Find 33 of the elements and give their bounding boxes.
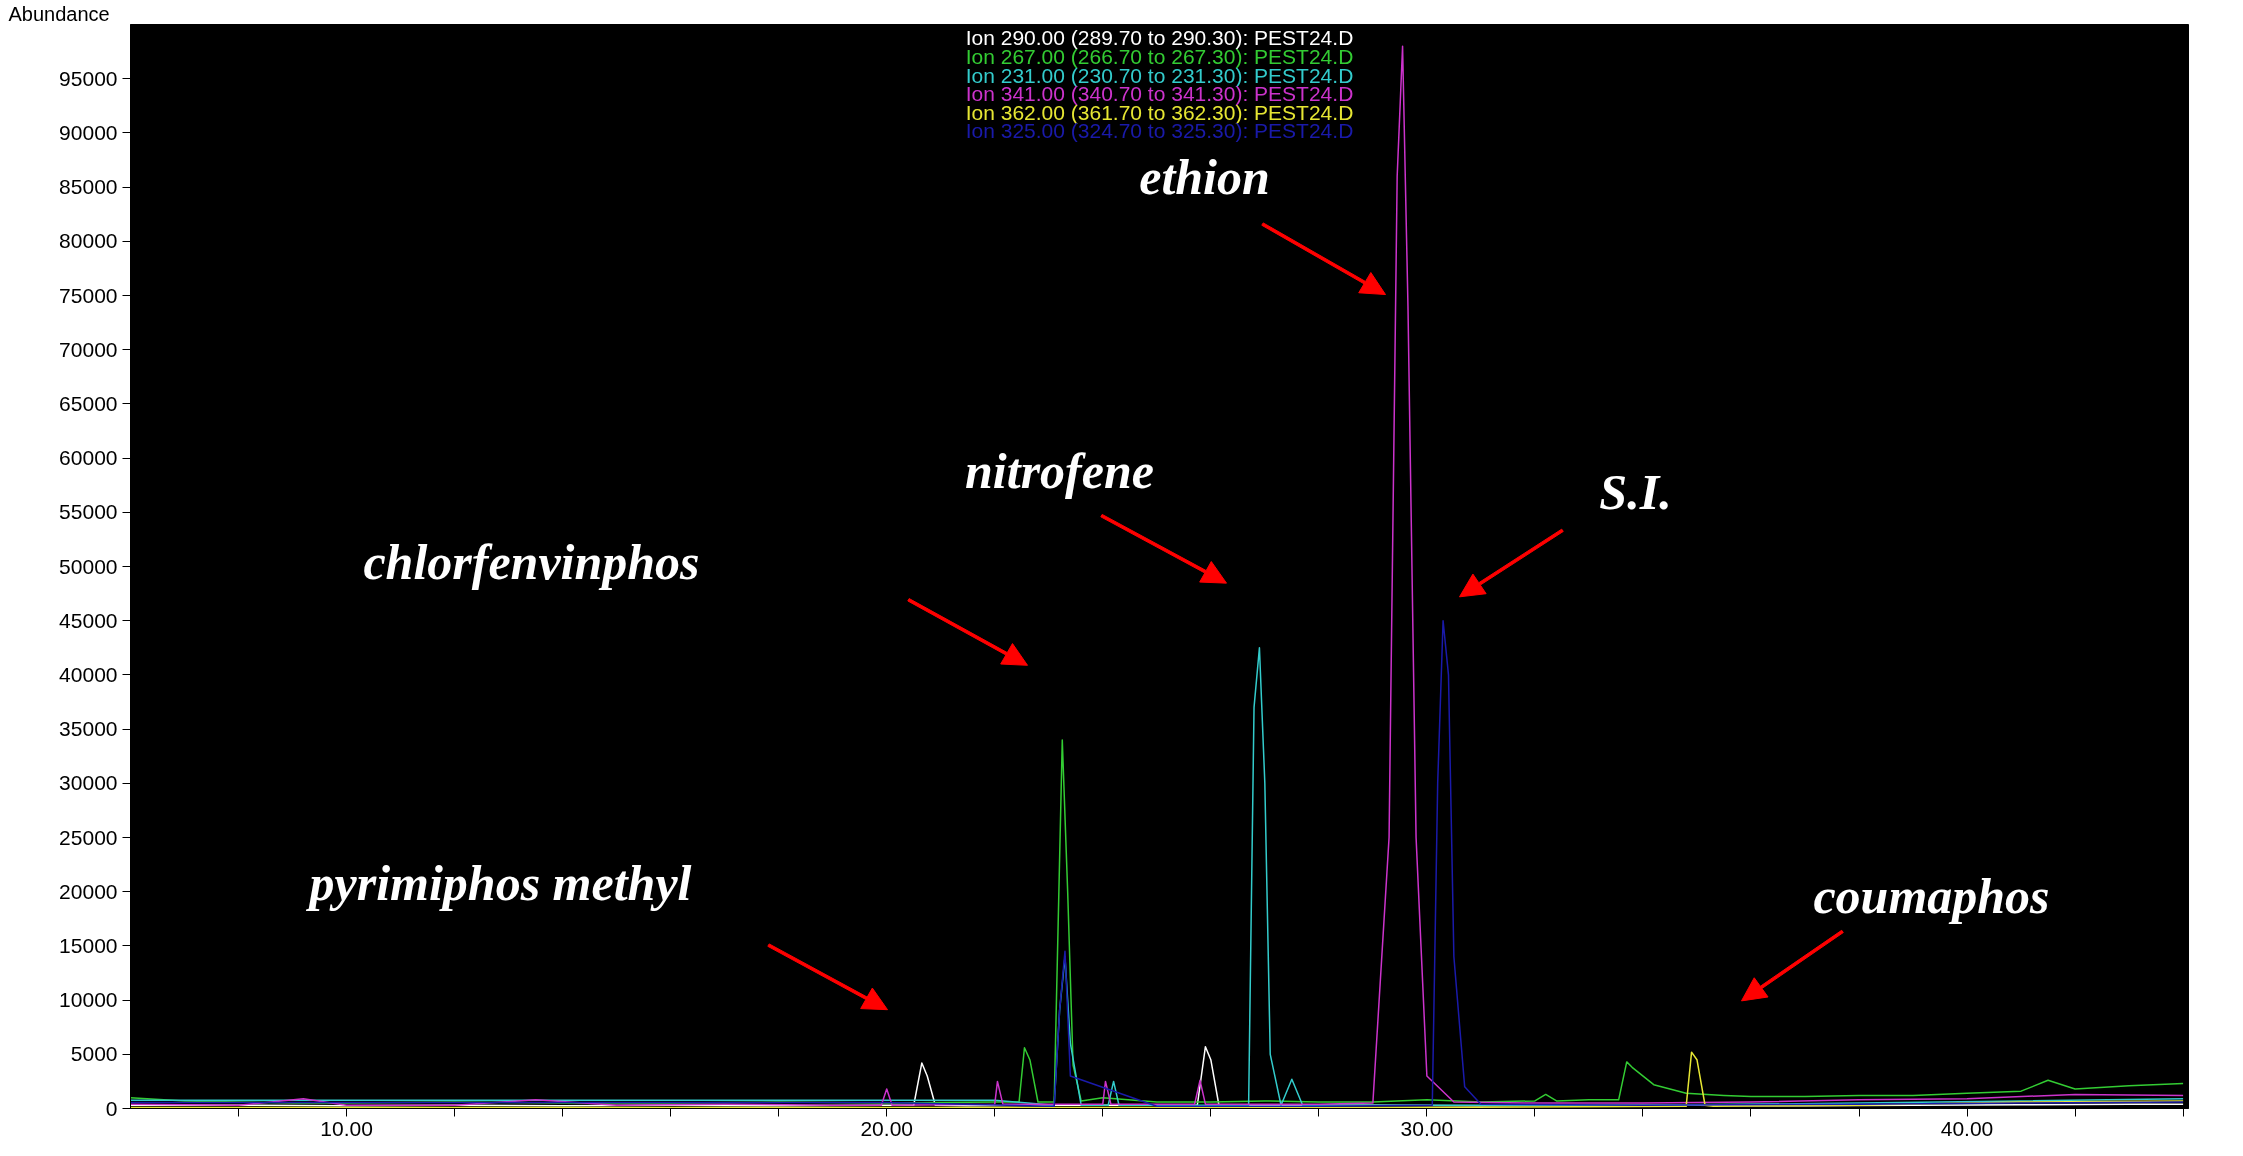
x-tick-label: 40.00 bbox=[1940, 1116, 1994, 1140]
annotation: S.I. bbox=[1599, 464, 1672, 521]
y-tick-label: 60000 bbox=[59, 446, 118, 470]
y-tick-label: 25000 bbox=[59, 825, 118, 849]
y-tick-label: 20000 bbox=[59, 879, 118, 903]
line-series bbox=[130, 739, 2184, 1104]
annotation: pyrimiphos methyl bbox=[305, 855, 692, 912]
y-tick-label: 50000 bbox=[59, 554, 118, 578]
y-tick-label: 85000 bbox=[59, 175, 118, 199]
y-tick-label: 45000 bbox=[59, 608, 118, 632]
annotation: ethion bbox=[1139, 149, 1270, 206]
y-tick-label: 5000 bbox=[70, 1042, 118, 1066]
y-tick-label: 95000 bbox=[59, 66, 118, 90]
y-tick-label: 0 bbox=[105, 1096, 118, 1120]
annotation: coumaphos bbox=[1813, 868, 2050, 925]
y-tick-label: 75000 bbox=[59, 283, 118, 307]
y-tick-label: 10000 bbox=[59, 988, 118, 1012]
y-tick-label: 65000 bbox=[59, 391, 118, 415]
x-tick-label: 20.00 bbox=[860, 1116, 914, 1140]
text: Ion 290.00 (289.70 to 290.30): PEST24.D bbox=[965, 26, 1354, 50]
y-tick-label: 15000 bbox=[59, 933, 118, 957]
x-tick-label: 30.00 bbox=[1400, 1116, 1454, 1140]
annotation: chlorfenvinphos bbox=[363, 533, 700, 590]
annotation: nitrofene bbox=[965, 442, 1154, 499]
x-tick-label: 10.00 bbox=[320, 1116, 373, 1140]
y-tick-label: 70000 bbox=[59, 337, 118, 361]
y-tick-label: 30000 bbox=[59, 771, 118, 795]
y-tick-label: 40000 bbox=[59, 662, 118, 686]
y-tick-label: 80000 bbox=[59, 229, 118, 253]
y-tick-label: 55000 bbox=[59, 500, 118, 524]
y-axis-title: Abundance bbox=[8, 2, 110, 25]
y-tick-label: 90000 bbox=[59, 120, 118, 144]
y-tick-label: 35000 bbox=[59, 717, 118, 741]
